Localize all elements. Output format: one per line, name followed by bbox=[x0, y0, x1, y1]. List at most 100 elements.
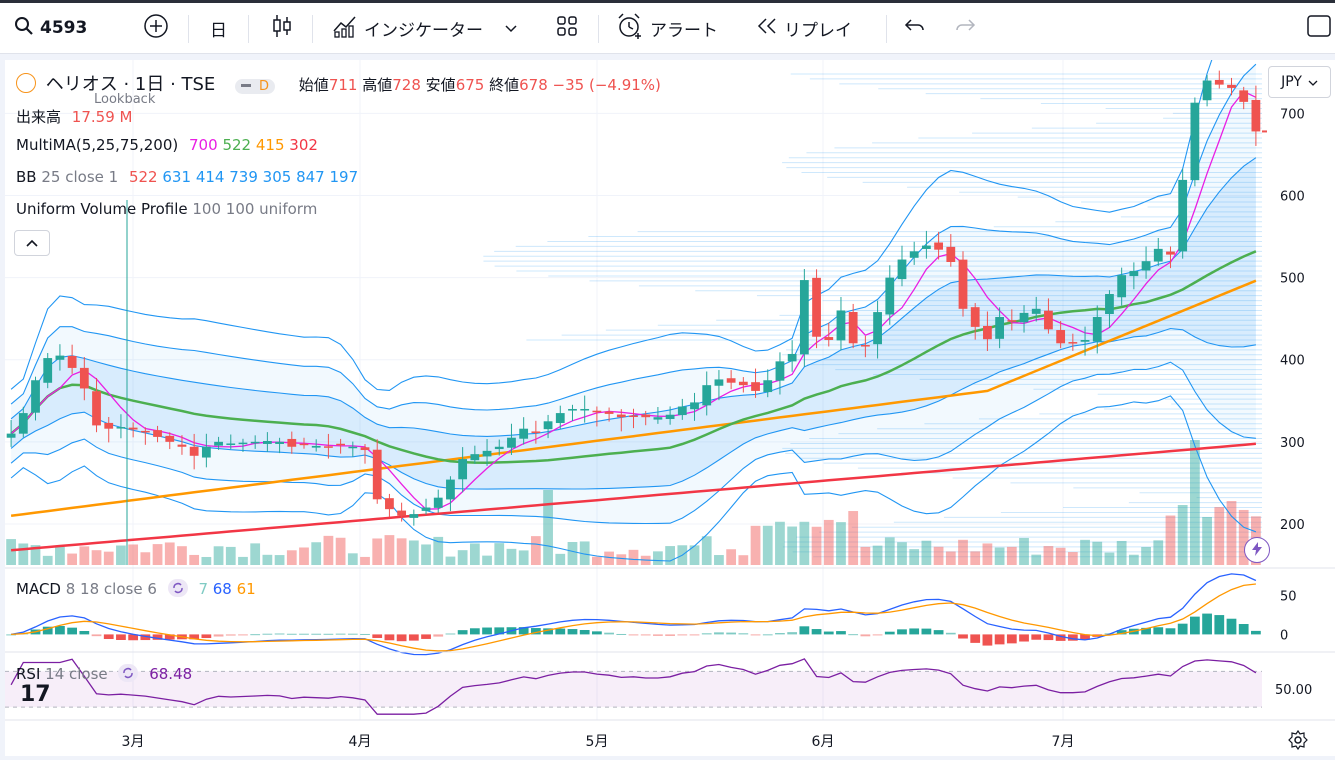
chart-area[interactable]: 700 600 500 400 300 200 50 0 50.00 3月 4月 5月 6月 7月 bbox=[5, 0, 1335, 756]
macd-hist-bar bbox=[567, 629, 578, 635]
candle-body bbox=[397, 510, 407, 516]
candle-body bbox=[92, 391, 101, 426]
macd-params: 8 18 close 6 bbox=[65, 580, 157, 598]
symbol-legend: ヘリオス · 1日 · TSE D 始値711 高値728 安値675 終値67… bbox=[16, 70, 661, 96]
candle-body bbox=[812, 277, 821, 337]
volume-bar bbox=[762, 525, 773, 565]
lightning-button[interactable] bbox=[1244, 537, 1270, 563]
macd-hist-bar bbox=[1067, 634, 1078, 641]
toolbar-divider bbox=[598, 15, 599, 43]
candle-body bbox=[311, 445, 321, 448]
volume-label: 出来高 bbox=[16, 108, 62, 126]
refresh-icon[interactable] bbox=[167, 579, 188, 601]
macd-hist-bar bbox=[1006, 634, 1017, 644]
undo-button[interactable] bbox=[904, 3, 926, 53]
macd-hist-bar bbox=[982, 634, 993, 646]
candle-body bbox=[1105, 294, 1114, 315]
macd-hist-bar bbox=[1165, 628, 1176, 635]
volume-bar bbox=[689, 545, 700, 565]
chart-type-button[interactable] bbox=[270, 3, 294, 53]
bb-upper-3 bbox=[10, 0, 1237, 391]
macd-signal-value: 61 bbox=[236, 580, 256, 598]
volume-bar bbox=[665, 546, 675, 565]
volume-value: 17.59 M bbox=[71, 108, 133, 126]
macd-hist-bar bbox=[958, 634, 968, 639]
volume-bar bbox=[848, 511, 859, 565]
macd-hist-bar bbox=[1055, 634, 1066, 641]
candle-body bbox=[775, 361, 785, 381]
volume-bar bbox=[372, 538, 383, 565]
candle-body bbox=[250, 441, 260, 444]
bb-v6: 847 bbox=[296, 168, 325, 186]
macd-hist-bar bbox=[286, 633, 297, 635]
candle-body bbox=[67, 355, 77, 368]
volume-legend[interactable]: 出来高 17.59 M bbox=[16, 106, 132, 127]
ma5-value: 700 bbox=[189, 136, 218, 154]
rsi-legend[interactable]: RSI 14 close 68.48 bbox=[16, 664, 192, 686]
volume-bar bbox=[1238, 509, 1249, 565]
settings-button[interactable] bbox=[1288, 729, 1308, 754]
uvp-label: Uniform Volume Profile bbox=[16, 200, 188, 218]
volume-bar bbox=[91, 550, 102, 565]
collapse-legend-button[interactable] bbox=[14, 230, 50, 256]
volume-bar bbox=[286, 550, 297, 565]
time-tick-label: 5月 bbox=[586, 734, 609, 750]
bb-v2: 631 bbox=[162, 168, 192, 186]
macd-hist-bar bbox=[347, 633, 358, 635]
volume-bar bbox=[189, 554, 200, 565]
search-icon bbox=[14, 16, 34, 41]
refresh-icon[interactable] bbox=[118, 664, 139, 686]
macd-hist-bar bbox=[799, 626, 810, 635]
macd-hist-bar bbox=[152, 634, 163, 640]
last-price-marker bbox=[1262, 130, 1267, 133]
fullscreen-button[interactable] bbox=[1306, 3, 1332, 53]
ma200-line bbox=[10, 442, 1257, 552]
candle-body bbox=[385, 498, 394, 510]
macd-hist-bar bbox=[1019, 634, 1029, 642]
macd-hist-bar bbox=[1141, 627, 1151, 635]
interval-badge[interactable]: D bbox=[235, 79, 276, 94]
bb-v4: 739 bbox=[229, 168, 258, 186]
add-symbol-button[interactable] bbox=[143, 3, 169, 53]
ma200-value: 302 bbox=[289, 136, 318, 154]
volume-bar bbox=[518, 550, 529, 565]
macd-hist-bar bbox=[640, 634, 651, 636]
macd-hist-bar bbox=[79, 630, 90, 635]
uvp-params: 100 100 uniform bbox=[192, 200, 318, 218]
rsi-pane bbox=[5, 658, 1262, 715]
macd-hist-bar bbox=[360, 633, 370, 635]
candle-body bbox=[299, 443, 309, 446]
candle-body bbox=[885, 277, 895, 315]
indicators-button[interactable]: インジケーター bbox=[332, 3, 517, 53]
macd-legend[interactable]: MACD 8 18 close 6 7 68 61 bbox=[16, 579, 256, 601]
bb-legend[interactable]: BB 25 close 1 522 631 414 739 305 847 19… bbox=[16, 168, 358, 186]
bb-lower-3 bbox=[10, 395, 1257, 562]
interval-button[interactable]: 日 bbox=[210, 3, 227, 53]
alert-button[interactable]: アラート bbox=[616, 3, 718, 53]
uvp-legend[interactable]: Uniform Volume Profile 100 100 uniform bbox=[16, 200, 317, 218]
volume-bar bbox=[701, 536, 712, 565]
volume-bar bbox=[213, 546, 224, 565]
currency-selector[interactable]: JPY bbox=[1268, 66, 1331, 98]
macd-hist-bar bbox=[1226, 618, 1237, 635]
redo-button[interactable] bbox=[954, 3, 976, 53]
candle-body bbox=[140, 430, 150, 433]
layouts-button[interactable] bbox=[556, 3, 578, 53]
volume-bar bbox=[238, 556, 248, 565]
close-label: 終値 bbox=[489, 76, 520, 94]
volume-bar bbox=[152, 544, 163, 565]
candle-body bbox=[1007, 320, 1017, 322]
volume-bar bbox=[726, 549, 737, 565]
volume-bars bbox=[6, 440, 1261, 565]
macd-hist-bar bbox=[408, 634, 419, 641]
multima-legend[interactable]: MultiMA(5,25,75,200) 700 522 415 302 bbox=[16, 136, 318, 154]
rsi-value: 68.48 bbox=[149, 665, 193, 683]
macd-hist-value: 7 bbox=[198, 580, 208, 598]
candle-body bbox=[641, 414, 651, 418]
high-label: 高値 bbox=[362, 76, 393, 94]
interval-label: 日 bbox=[210, 20, 227, 41]
symbol-search[interactable]: 4593 bbox=[14, 3, 87, 53]
macd-hist-bar bbox=[701, 633, 712, 635]
replay-button[interactable]: リプレイ bbox=[756, 3, 852, 53]
